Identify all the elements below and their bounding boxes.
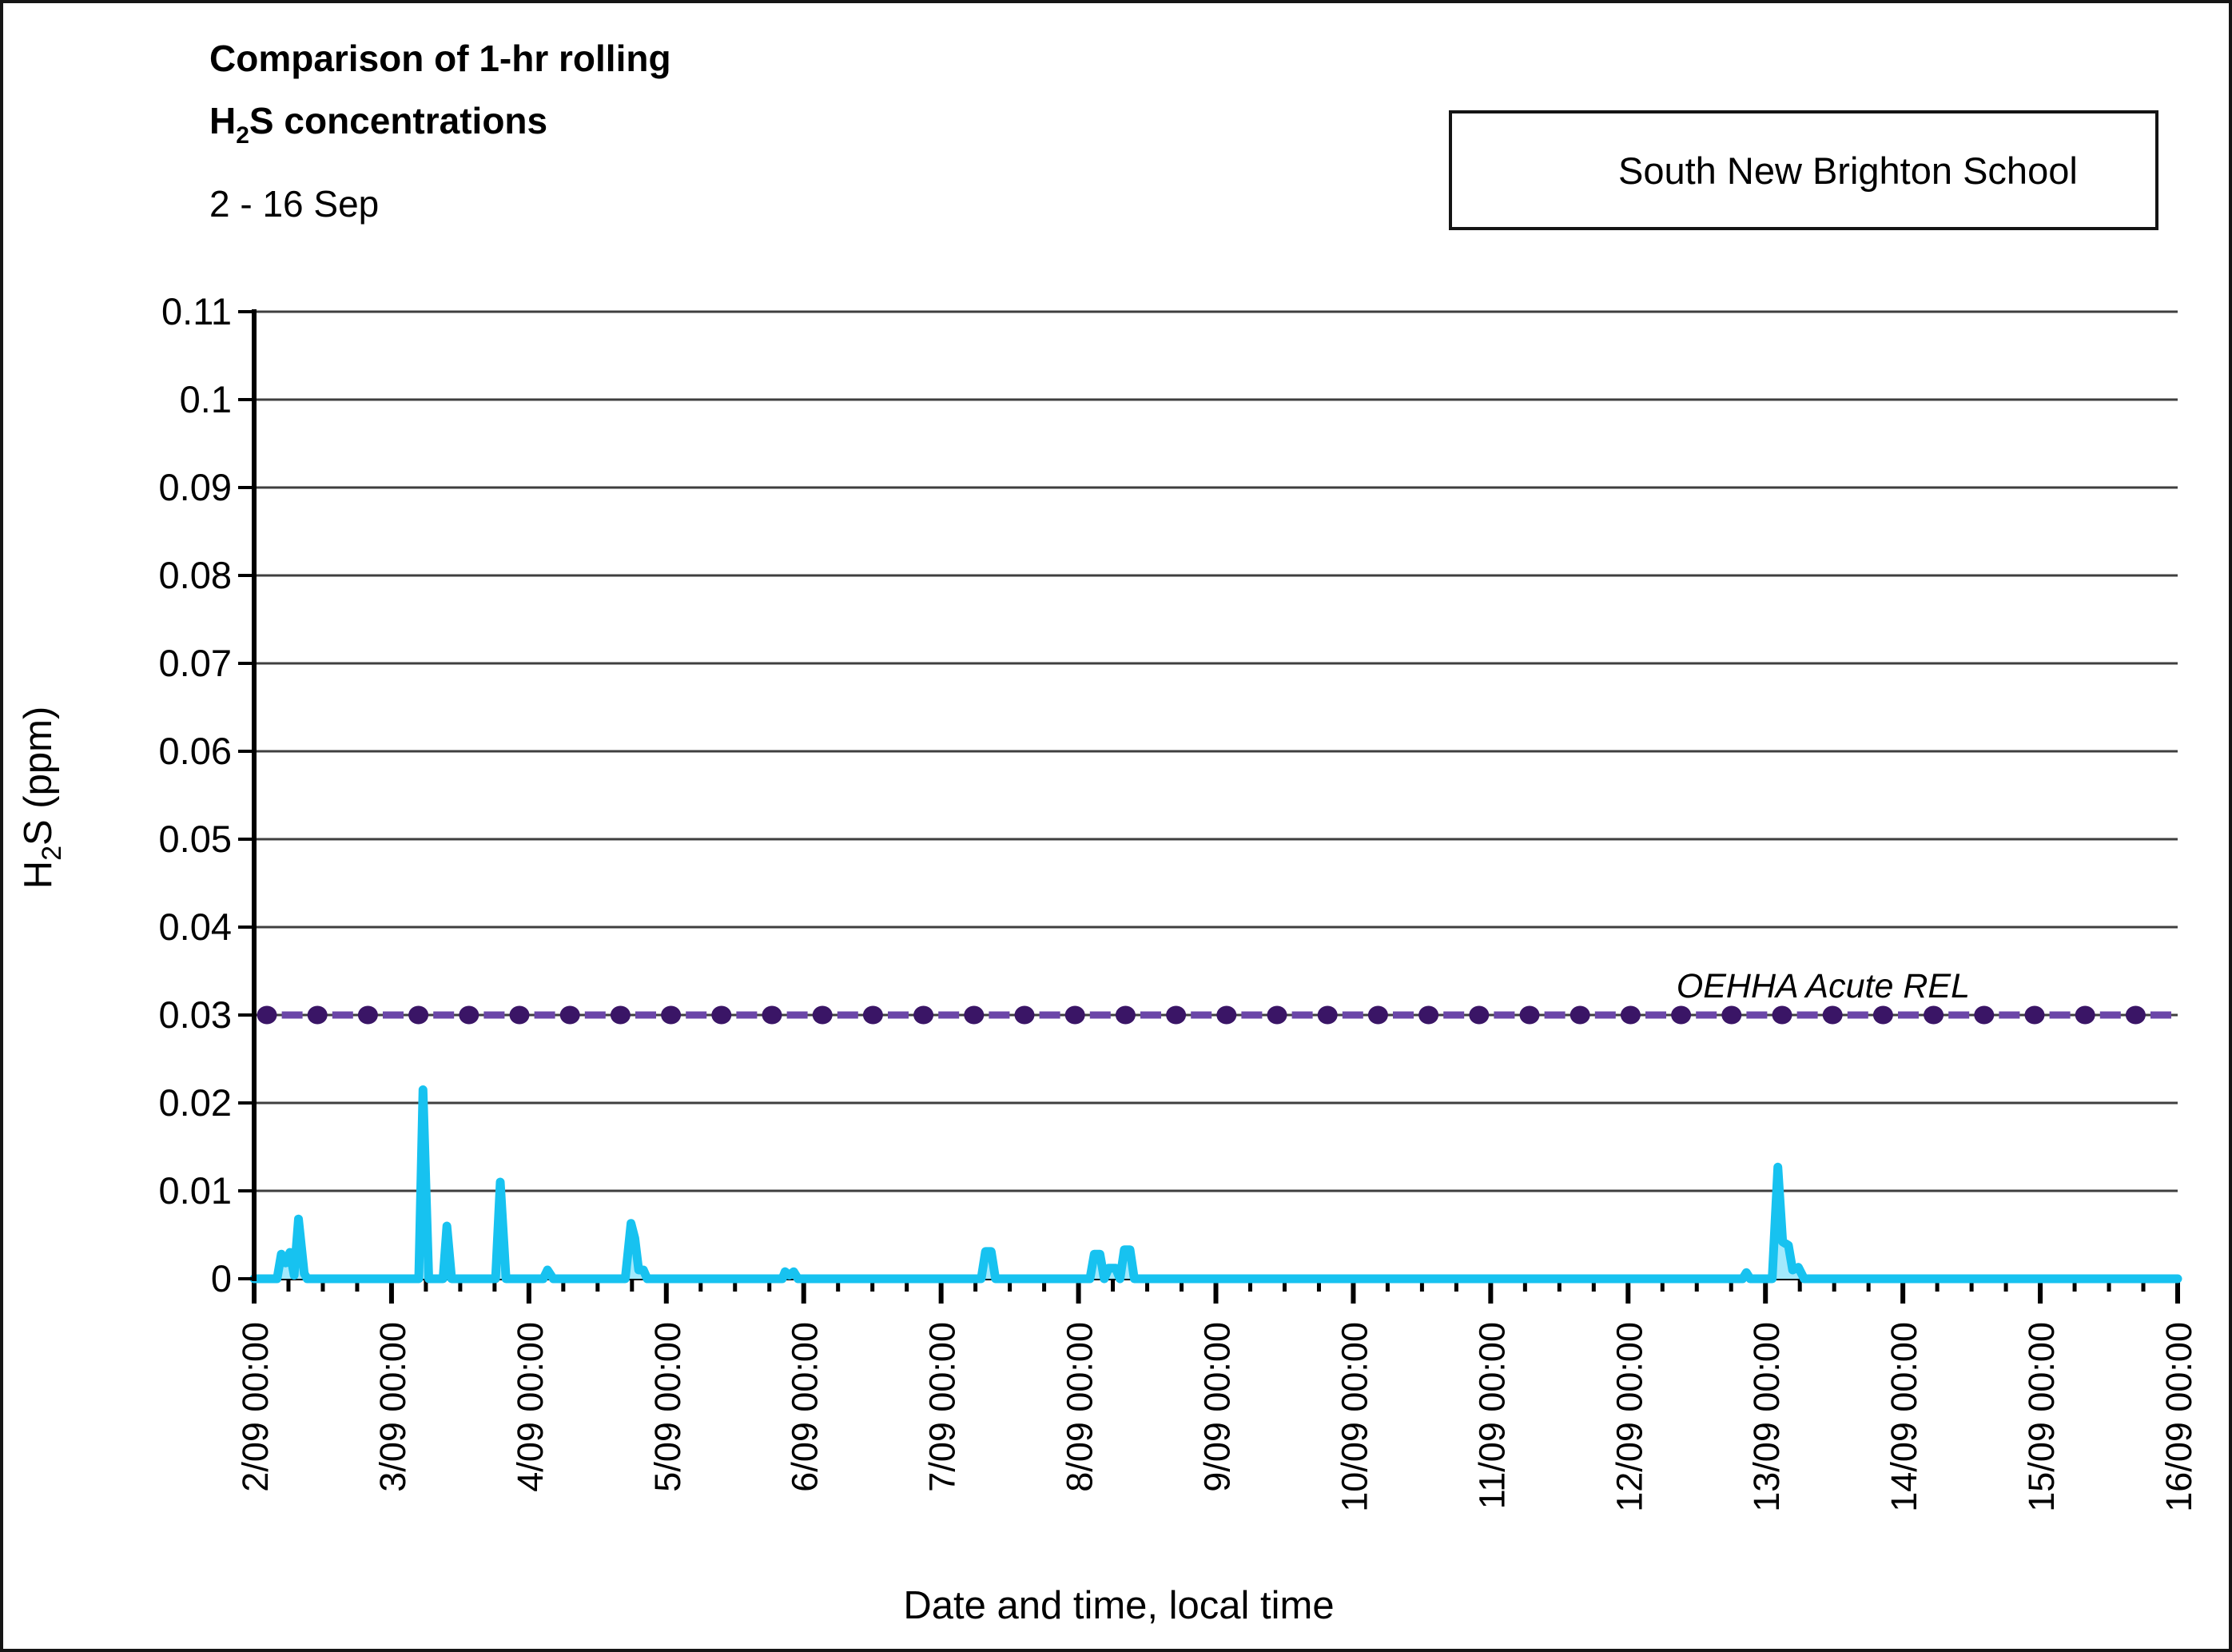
y-tick-label: 0.08 — [159, 554, 232, 596]
rel-marker — [1721, 1005, 1742, 1025]
x-axis-title: Date and time, local time — [903, 1584, 1334, 1627]
x-tick-label: 3/09 00:00 — [372, 1322, 413, 1492]
rel-marker — [257, 1005, 277, 1025]
rel-marker — [812, 1005, 833, 1025]
rel-marker — [1418, 1005, 1439, 1025]
reference-line — [257, 1005, 2171, 1025]
x-tick-label: 16/09 00:00 — [2158, 1322, 2199, 1512]
rel-marker — [964, 1005, 985, 1025]
y-tick-label: 0.04 — [159, 906, 232, 948]
x-tick-label: 14/09 00:00 — [1884, 1322, 1924, 1512]
x-tick-label: 15/09 00:00 — [2021, 1322, 2062, 1512]
y-tick-label: 0.02 — [159, 1081, 232, 1124]
rel-marker — [509, 1005, 530, 1025]
rel-marker — [2125, 1005, 2146, 1025]
y-tick-label: 0.11 — [161, 290, 232, 332]
rel-marker — [2075, 1005, 2095, 1025]
series-line — [249, 1085, 2182, 1284]
x-tick-label: 10/09 00:00 — [1334, 1322, 1375, 1512]
y-tick-label: 0.1 — [180, 378, 232, 420]
data-series — [249, 1085, 2182, 1284]
rel-marker — [762, 1005, 782, 1025]
legend-series-label: South New Brighton School — [1618, 149, 2078, 192]
x-tick-label: 5/09 00:00 — [647, 1322, 688, 1492]
rel-marker — [1367, 1005, 1388, 1025]
axis-lines — [238, 309, 257, 1281]
x-tick-label: 13/09 00:00 — [1746, 1322, 1787, 1512]
y-tick-labels: 0 0.01 0.02 0.03 0.04 0.05 0.06 0.07 0.08 0.09 0.1… — [159, 290, 232, 1300]
rel-marker — [1115, 1005, 1136, 1025]
legend-swatch-line — [1478, 135, 1594, 146]
rel-marker — [1872, 1005, 1893, 1025]
rel-marker — [1620, 1005, 1641, 1025]
x-tick-labels: 2/09 00:00 3/09 00:00 4/09 00:00 5/09 00:00… — [235, 1322, 2199, 1512]
x-tick-label: 12/09 00:00 — [1609, 1322, 1649, 1512]
x-tick-label: 8/09 00:00 — [1060, 1322, 1100, 1492]
x-tick-label: 2/09 00:00 — [235, 1322, 276, 1492]
y-axis-title: H2S (ppm) — [17, 707, 67, 890]
y-tick-label: 0.06 — [159, 730, 232, 772]
rel-marker — [1267, 1005, 1287, 1025]
rel-marker — [610, 1005, 631, 1025]
chart-subtitle: 2 - 16 Sep — [209, 183, 380, 225]
chart-title-line2: H2S concentrations — [209, 100, 548, 149]
rel-marker — [1671, 1005, 1692, 1025]
rel-marker — [2024, 1005, 2045, 1025]
rel-marker — [1924, 1005, 1944, 1025]
y-tick-label: 0.05 — [159, 818, 232, 860]
y-tick-label: 0.01 — [159, 1169, 232, 1212]
series-area — [254, 1089, 2178, 1279]
rel-marker — [913, 1005, 934, 1025]
rel-marker — [559, 1005, 580, 1025]
x-tick-label: 11/09 00:00 — [1471, 1322, 1512, 1509]
y-tick-label: 0.03 — [159, 993, 232, 1036]
gridlines — [254, 310, 2178, 1192]
rel-marker — [357, 1005, 378, 1025]
legend-swatch-fill — [1478, 146, 1594, 205]
chart-title-line1: Comparison of 1-hr rolling — [209, 38, 671, 79]
rel-marker — [1772, 1005, 1792, 1025]
rel-marker — [661, 1005, 682, 1025]
x-tick-label: 9/09 00:00 — [1197, 1322, 1238, 1492]
rel-marker — [459, 1005, 479, 1025]
rel-marker — [711, 1005, 732, 1025]
rel-marker — [1519, 1005, 1540, 1025]
reference-line-label: OEHHA Acute REL — [1677, 967, 1970, 1005]
legend-swatch-area-icon — [1478, 135, 1594, 205]
rel-marker — [408, 1005, 429, 1025]
rel-marker — [1064, 1005, 1085, 1025]
rel-marker — [1166, 1005, 1187, 1025]
rel-marker — [1317, 1005, 1338, 1025]
legend: South New Brighton School — [1449, 110, 2158, 230]
y-tick-label: 0.07 — [159, 642, 232, 684]
y-tick-label: 0.09 — [159, 466, 232, 508]
rel-marker — [1822, 1005, 1843, 1025]
rel-marker — [1469, 1005, 1490, 1025]
rel-marker — [1014, 1005, 1035, 1025]
rel-marker — [1216, 1005, 1237, 1025]
x-tick-label: 6/09 00:00 — [785, 1322, 826, 1492]
x-tick-label: 7/09 00:00 — [922, 1322, 963, 1492]
x-tick-label: 4/09 00:00 — [510, 1322, 551, 1492]
y-tick-label: 0 — [211, 1257, 232, 1300]
rel-marker — [1570, 1005, 1590, 1025]
rel-marker — [307, 1005, 328, 1025]
rel-marker — [1974, 1005, 1995, 1025]
rel-marker — [862, 1005, 883, 1025]
